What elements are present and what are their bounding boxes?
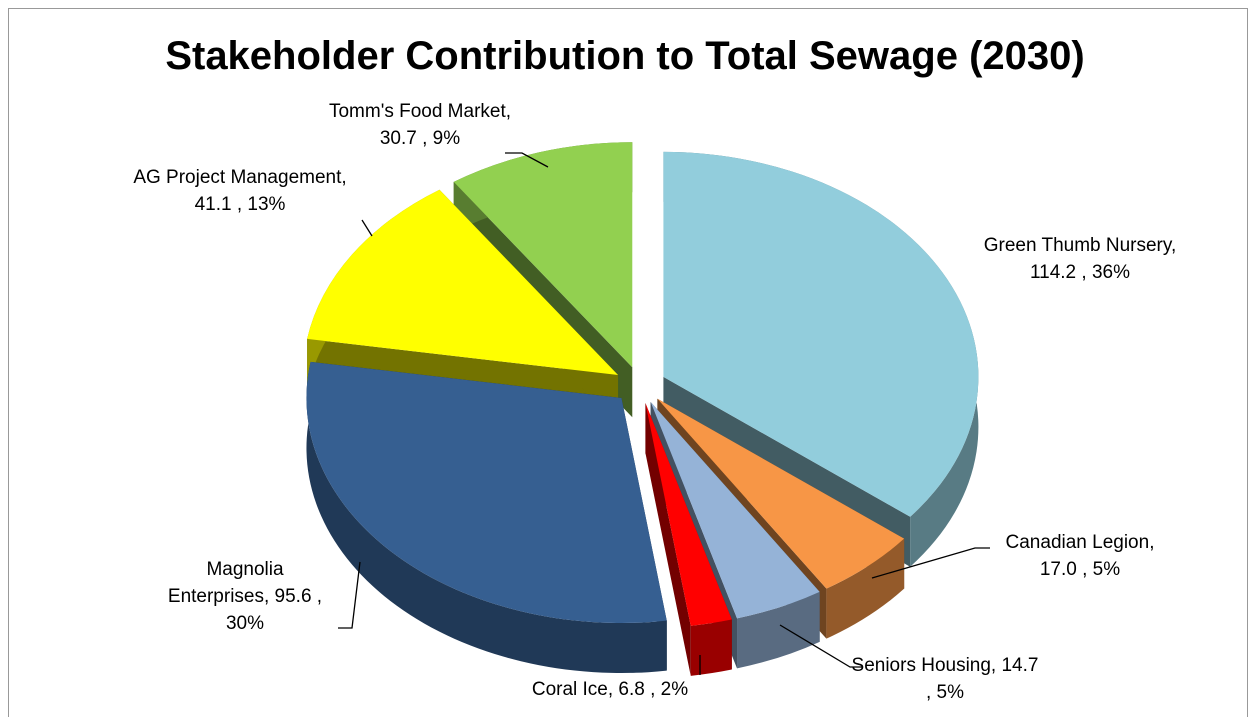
slice-outer-wall bbox=[826, 538, 905, 639]
slice bbox=[453, 142, 633, 368]
slice-side-wall bbox=[645, 403, 691, 676]
data-label: AG Project Management, 41.1 , 13% bbox=[133, 167, 347, 215]
slice bbox=[645, 403, 732, 676]
leader-line bbox=[871, 547, 990, 579]
slice bbox=[657, 398, 905, 589]
data-label: Coral Ice, 6.8 , 2% bbox=[531, 679, 689, 700]
slice bbox=[650, 401, 820, 619]
data-label: Canadian Legion, 17.0 , 5% bbox=[1005, 532, 1155, 580]
slice-outer-wall bbox=[737, 591, 820, 669]
slice bbox=[306, 361, 667, 624]
leader-line bbox=[779, 624, 862, 668]
leader-line bbox=[361, 219, 373, 237]
slice bbox=[663, 151, 979, 517]
slice bbox=[645, 403, 732, 626]
slice bbox=[307, 189, 619, 376]
leader-line bbox=[505, 152, 549, 168]
data-label: Magnolia Enterprises, 95.6 , 30% bbox=[167, 559, 323, 634]
chart-title: Stakeholder Contribution to Total Sewage… bbox=[165, 34, 1085, 78]
leader-line bbox=[338, 561, 361, 629]
slice-outer-wall bbox=[690, 619, 732, 676]
data-label: Green Thumb Nursery, 114.2 , 36% bbox=[983, 235, 1177, 283]
slice-outer-wall bbox=[306, 361, 667, 674]
data-label: Seniors Housing, 14.7 , 5% bbox=[851, 655, 1039, 703]
data-label: Tomm's Food Market, 30.7 , 9% bbox=[328, 101, 512, 149]
slice bbox=[306, 361, 667, 674]
chart-border bbox=[8, 8, 1248, 717]
